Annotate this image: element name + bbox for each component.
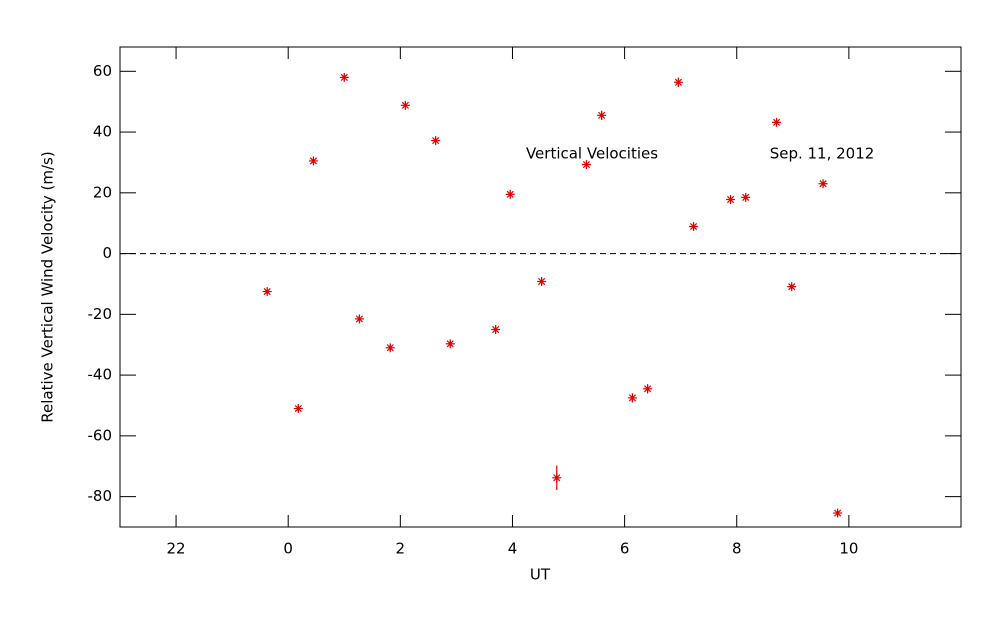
data-point: [445, 339, 455, 349]
x-tick-label: 2: [396, 540, 406, 558]
data-point: [339, 72, 349, 82]
data-point: [400, 100, 410, 110]
marker-stroke: [834, 509, 842, 517]
data-point: [818, 179, 828, 189]
y-tick-label: 60: [93, 62, 112, 80]
x-tick-label: 22: [167, 540, 186, 558]
marker-stroke: [386, 344, 394, 352]
data-point: [689, 222, 699, 232]
data-point: [833, 508, 843, 518]
marker-stroke: [742, 193, 750, 201]
marker-stroke: [689, 222, 698, 231]
x-tick-label: 8: [732, 540, 742, 558]
data-point: [581, 160, 591, 170]
data-point: [354, 314, 364, 324]
data-point: [262, 287, 272, 297]
x-tick-label: 4: [508, 540, 518, 558]
y-tick-label: -20: [88, 305, 113, 323]
marker-stroke: [819, 180, 827, 188]
data-point: [673, 77, 683, 87]
plot-frame: [119, 46, 962, 528]
marker-stroke: [598, 111, 606, 119]
x-tick-label: 10: [839, 540, 858, 558]
x-tick-label: 6: [620, 540, 630, 558]
marker-stroke: [538, 277, 546, 286]
data-point: [491, 325, 501, 335]
y-tick-label: 20: [93, 183, 112, 201]
marker-stroke: [772, 118, 781, 126]
marker-stroke: [309, 157, 318, 165]
data-point: [385, 343, 395, 353]
y-tick-label: -80: [88, 487, 113, 505]
data-point: [643, 384, 653, 394]
data-point: [772, 117, 782, 127]
marker-stroke: [506, 190, 514, 198]
data-point: [537, 277, 547, 287]
x-axis-label: UT: [530, 566, 551, 584]
marker-stroke: [294, 404, 302, 413]
data-point: [741, 192, 751, 202]
annotation: Vertical Velocities: [526, 145, 658, 163]
data-point: [308, 156, 318, 166]
marker-stroke: [582, 160, 591, 169]
marker-stroke: [628, 394, 637, 402]
marker-stroke: [263, 287, 271, 296]
x-tick-label: 0: [283, 540, 293, 558]
annotation: Sep. 11, 2012: [770, 145, 875, 163]
marker-stroke: [401, 101, 409, 109]
data-point: [505, 189, 515, 199]
y-tick-label: 40: [93, 123, 112, 141]
data-point: [787, 282, 797, 292]
marker-stroke: [492, 325, 500, 334]
data-point: [293, 404, 303, 414]
y-tick-label: -40: [88, 366, 113, 384]
y-tick-label: -60: [88, 426, 113, 444]
marker-stroke: [432, 136, 440, 145]
marker-stroke: [553, 474, 561, 482]
marker-stroke: [446, 340, 454, 348]
marker-stroke: [355, 315, 363, 323]
y-axis-label: Relative Vertical Wind Velocity (m/s): [39, 151, 57, 422]
marker-stroke: [726, 195, 735, 204]
marker-stroke: [644, 385, 652, 393]
marker-stroke: [788, 283, 796, 291]
data-point: [597, 110, 607, 120]
marker-stroke: [674, 78, 682, 86]
y-tick-label: 0: [102, 244, 112, 262]
marker-stroke: [340, 73, 348, 81]
data-point: [431, 136, 441, 146]
data-point: [627, 393, 637, 403]
data-point: [726, 195, 736, 205]
data-point: [552, 465, 562, 490]
